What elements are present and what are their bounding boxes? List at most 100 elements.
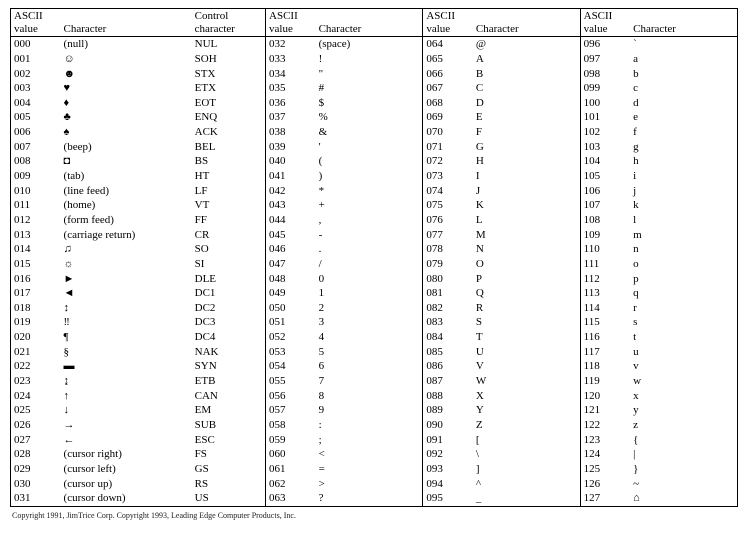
ascii-value: 004 <box>11 96 61 111</box>
character: 0 <box>316 272 423 287</box>
ascii-value: 093 <box>423 462 473 477</box>
control-character: BEL <box>192 140 266 155</box>
control-character: SOH <box>192 52 266 67</box>
control-character: BS <box>192 154 266 169</box>
ascii-value: 119 <box>580 374 630 389</box>
table-row: 013(carriage return)CR045-077M109m <box>11 228 738 243</box>
character: _ <box>473 491 580 506</box>
character: @ <box>473 37 580 52</box>
ascii-value: 085 <box>423 345 473 360</box>
ascii-value: 100 <box>580 96 630 111</box>
character: , <box>316 213 423 228</box>
ascii-value: 104 <box>580 154 630 169</box>
character: I <box>473 169 580 184</box>
character: & <box>316 125 423 140</box>
table-row: 019‼DC30513083S115s <box>11 315 738 330</box>
ascii-value: 017 <box>11 286 61 301</box>
table-row: 018↕DC20502082R114r <box>11 301 738 316</box>
table-row: 008◘BS040(072H104h <box>11 154 738 169</box>
ascii-value: 053 <box>266 345 316 360</box>
ascii-value: 098 <box>580 67 630 82</box>
character: x <box>630 389 737 404</box>
character: r <box>630 301 737 316</box>
character: C <box>473 81 580 96</box>
control-character: NUL <box>192 37 266 52</box>
ascii-value: 029 <box>11 462 61 477</box>
ascii-value: 067 <box>423 81 473 96</box>
ascii-value: 005 <box>11 110 61 125</box>
ascii-value: 026 <box>11 418 61 433</box>
table-row: 031(cursor down)US063?095_127⌂ <box>11 491 738 506</box>
character: ↑ <box>61 389 192 404</box>
ascii-value: 042 <box>266 184 316 199</box>
character: y <box>630 403 737 418</box>
character: } <box>630 462 737 477</box>
ascii-value: 082 <box>423 301 473 316</box>
ascii-value: 027 <box>11 433 61 448</box>
control-character: VT <box>192 198 266 213</box>
character: E <box>473 110 580 125</box>
ascii-value: 028 <box>11 447 61 462</box>
character: (cursor up) <box>61 477 192 492</box>
ascii-value: 001 <box>11 52 61 67</box>
table-body: 000(null)NUL032(space)064@096`001☺SOH033… <box>11 37 738 507</box>
ascii-value: 089 <box>423 403 473 418</box>
table-row: 017◄DC10491081Q113q <box>11 286 738 301</box>
character: { <box>630 433 737 448</box>
table-row: 024↑CAN0568088X120x <box>11 389 738 404</box>
control-character: DC2 <box>192 301 266 316</box>
character: ; <box>316 433 423 448</box>
character: 5 <box>316 345 423 360</box>
table-row: 030(cursor up)RS062>094^126~ <box>11 477 738 492</box>
character: (beep) <box>61 140 192 155</box>
control-character: LF <box>192 184 266 199</box>
ascii-value: 091 <box>423 433 473 448</box>
control-character: SO <box>192 242 266 257</box>
character: ` <box>630 37 737 52</box>
character: n <box>630 242 737 257</box>
ascii-value: 009 <box>11 169 61 184</box>
character: G <box>473 140 580 155</box>
ascii-value: 109 <box>580 228 630 243</box>
character: ‼ <box>61 315 192 330</box>
character: * <box>316 184 423 199</box>
table-row: 027←ESC059;091[123{ <box>11 433 738 448</box>
ascii-value: 088 <box>423 389 473 404</box>
character: f <box>630 125 737 140</box>
col-header-ascii-value: ASCII value <box>580 9 630 37</box>
col-header-ascii-value: ASCII value <box>423 9 473 37</box>
table-row: 026→SUB058:090Z122z <box>11 418 738 433</box>
ascii-value: 032 <box>266 37 316 52</box>
character: (cursor down) <box>61 491 192 506</box>
ascii-value: 031 <box>11 491 61 506</box>
character: W <box>473 374 580 389</box>
ascii-value: 092 <box>423 447 473 462</box>
control-character: ESC <box>192 433 266 448</box>
control-character: ETB <box>192 374 266 389</box>
ascii-value: 062 <box>266 477 316 492</box>
character: (space) <box>316 37 423 52</box>
ascii-value: 079 <box>423 257 473 272</box>
character: H <box>473 154 580 169</box>
ascii-value: 052 <box>266 330 316 345</box>
character: X <box>473 389 580 404</box>
ascii-value: 061 <box>266 462 316 477</box>
ascii-value: 063 <box>266 491 316 506</box>
ascii-value: 111 <box>580 257 630 272</box>
character: (home) <box>61 198 192 213</box>
character: B <box>473 67 580 82</box>
ascii-value: 107 <box>580 198 630 213</box>
control-character: FF <box>192 213 266 228</box>
character: ↓ <box>61 403 192 418</box>
ascii-value: 090 <box>423 418 473 433</box>
ascii-value: 115 <box>580 315 630 330</box>
character: p <box>630 272 737 287</box>
character: 3 <box>316 315 423 330</box>
ascii-value: 064 <box>423 37 473 52</box>
ascii-value: 096 <box>580 37 630 52</box>
character: (null) <box>61 37 192 52</box>
control-character: RS <box>192 477 266 492</box>
ascii-value: 071 <box>423 140 473 155</box>
ascii-value: 006 <box>11 125 61 140</box>
control-character: FS <box>192 447 266 462</box>
